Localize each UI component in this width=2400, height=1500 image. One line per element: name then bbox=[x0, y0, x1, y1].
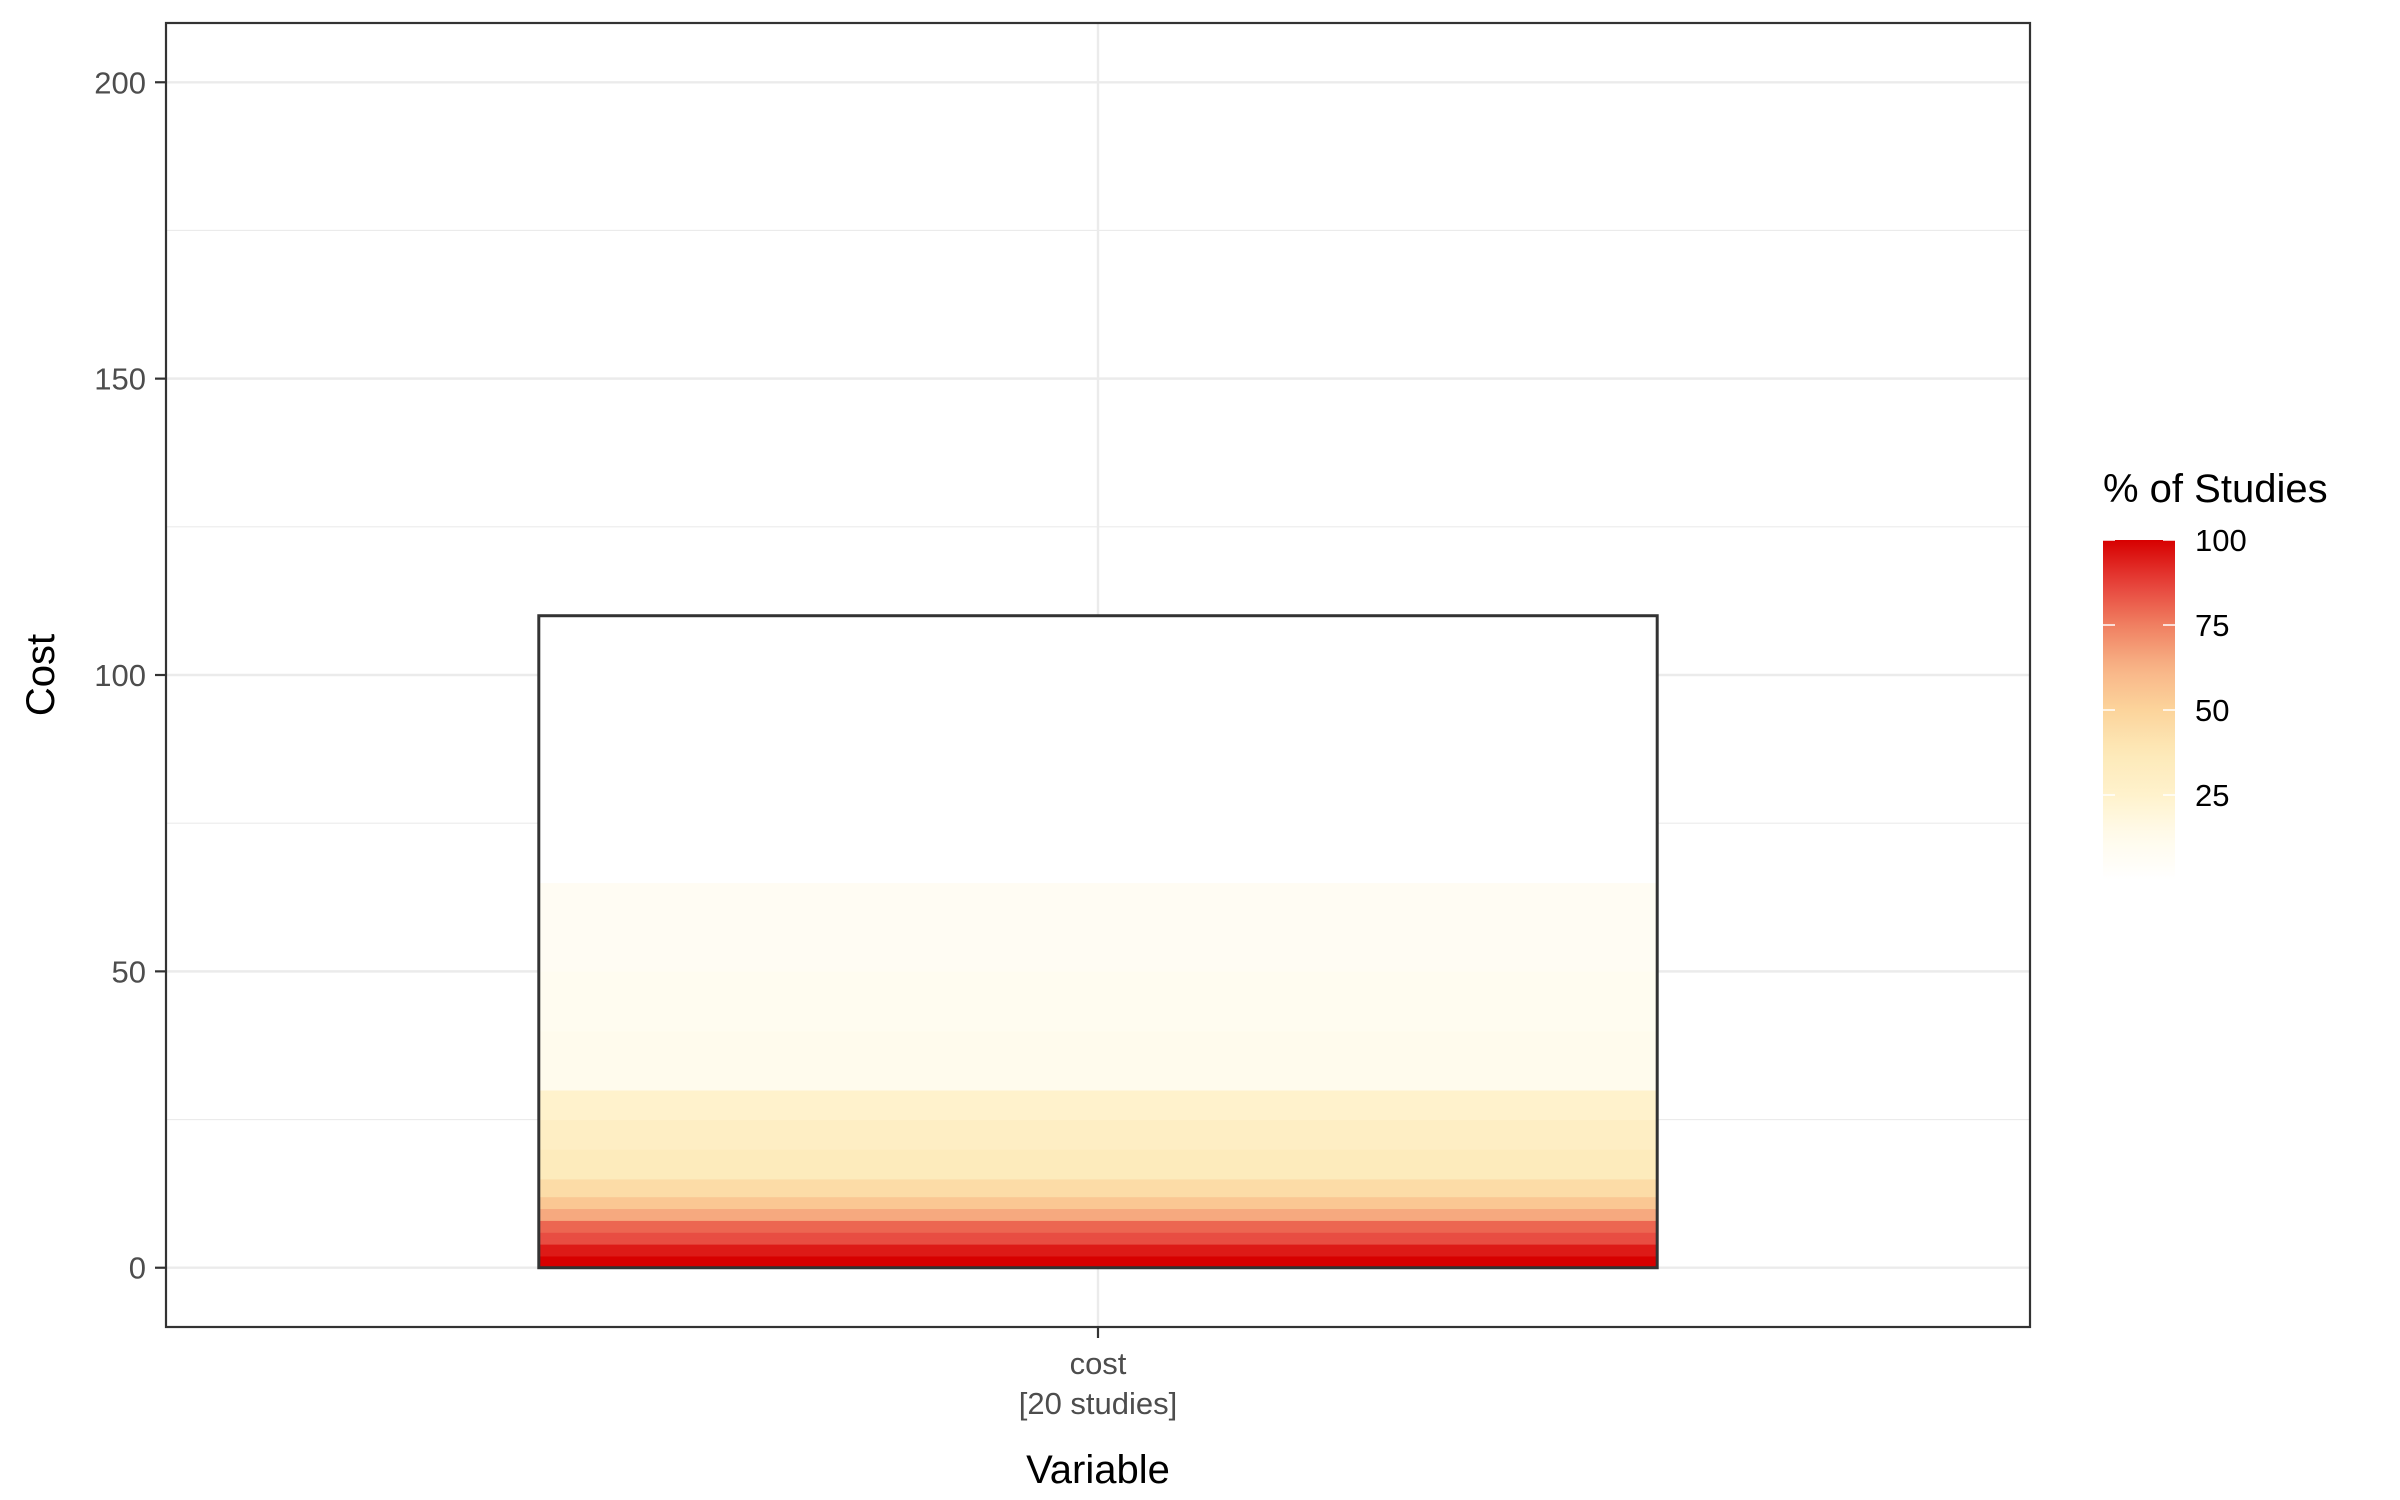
bar-band bbox=[538, 882, 1658, 972]
legend-tick-label: 50 bbox=[2195, 693, 2229, 728]
legend-title: % of Studies bbox=[2103, 467, 2328, 511]
bar-band bbox=[538, 1030, 1658, 1091]
bar-band bbox=[538, 1238, 1658, 1245]
x-axis: cost [20 studies] bbox=[1019, 1327, 1178, 1421]
bar-band bbox=[538, 1232, 1658, 1239]
bar-band bbox=[538, 615, 1658, 884]
x-tick-label: cost bbox=[1070, 1346, 1127, 1381]
bar-band bbox=[538, 1208, 1658, 1221]
bar-band bbox=[538, 1196, 1658, 1210]
bar-band bbox=[538, 971, 1658, 1032]
bar-band bbox=[538, 1261, 1658, 1269]
y-axis-title: Cost bbox=[19, 634, 63, 716]
legend-tick-label: 100 bbox=[2195, 523, 2247, 558]
x-tick-sublabel: [20 studies] bbox=[1019, 1386, 1178, 1421]
y-tick-label: 100 bbox=[94, 658, 146, 693]
y-tick-label: 50 bbox=[112, 954, 146, 989]
bar-band bbox=[538, 1220, 1658, 1233]
bar-band bbox=[538, 1119, 1658, 1150]
legend-tick-label: 25 bbox=[2195, 778, 2229, 813]
bar-band bbox=[538, 1244, 1658, 1251]
plot-panel bbox=[164, 21, 2032, 1329]
y-tick-label: 200 bbox=[94, 65, 146, 100]
legend: % of Studies 25 50 75 100 bbox=[2103, 467, 2328, 880]
bar-outline bbox=[537, 614, 1659, 1270]
legend-ticks: 25 50 75 100 bbox=[2103, 523, 2247, 813]
y-tick-label: 0 bbox=[129, 1251, 146, 1286]
y-axis: 0 50 100 150 200 bbox=[94, 65, 166, 1286]
bar-band bbox=[538, 1255, 1658, 1263]
y-tick-label: 150 bbox=[94, 362, 146, 397]
bar-band bbox=[538, 1249, 1658, 1257]
bar-band bbox=[538, 1178, 1658, 1198]
bars bbox=[537, 614, 1659, 1270]
bar-band bbox=[538, 1089, 1658, 1121]
legend-tick-label: 75 bbox=[2195, 608, 2229, 643]
x-axis-title: Variable bbox=[1026, 1448, 1170, 1492]
bar-band bbox=[538, 1149, 1658, 1180]
